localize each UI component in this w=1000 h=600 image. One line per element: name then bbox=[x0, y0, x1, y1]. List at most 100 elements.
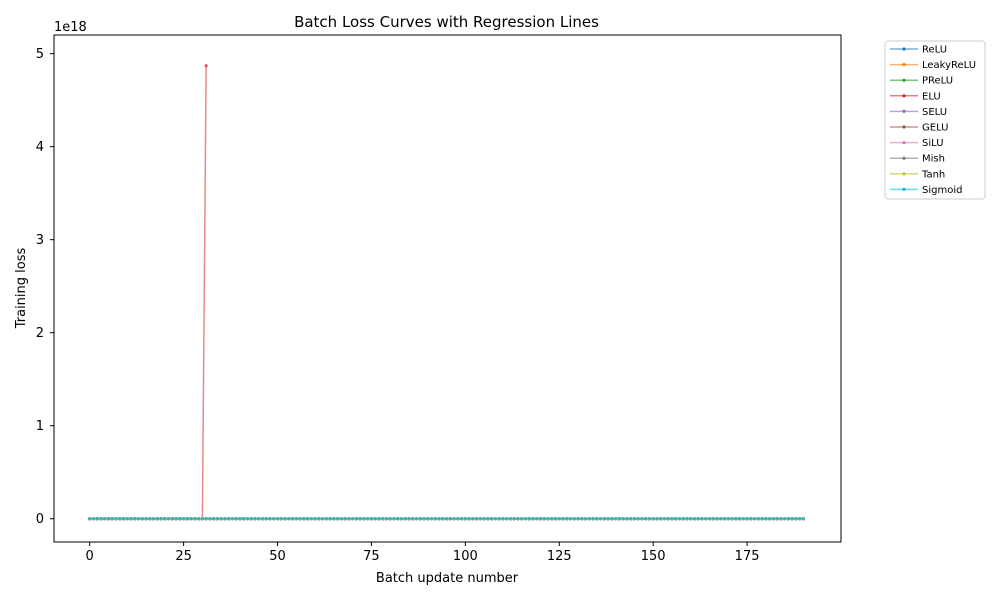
data-point bbox=[553, 517, 558, 521]
data-point bbox=[617, 517, 621, 521]
data-point bbox=[640, 517, 644, 521]
data-point bbox=[711, 517, 715, 521]
x-tick-label: 75 bbox=[363, 549, 380, 564]
data-point bbox=[351, 517, 355, 521]
y-axis-title: Training loss bbox=[14, 248, 29, 330]
data-point bbox=[283, 517, 287, 521]
data-point bbox=[737, 517, 742, 521]
data-point bbox=[339, 517, 343, 521]
data-point bbox=[610, 517, 614, 521]
legend-item-gelu: GELU bbox=[890, 123, 948, 134]
data-point bbox=[629, 517, 633, 521]
data-point bbox=[647, 517, 652, 521]
data-point bbox=[227, 517, 231, 521]
data-point bbox=[347, 517, 351, 521]
data-point bbox=[719, 517, 723, 521]
data-point bbox=[587, 517, 591, 521]
data-point bbox=[561, 517, 565, 521]
data-point bbox=[403, 517, 407, 521]
legend-marker bbox=[902, 47, 906, 51]
y-offset-text: 1e18 bbox=[54, 20, 87, 35]
data-point bbox=[212, 517, 216, 521]
data-point bbox=[369, 517, 374, 521]
data-point bbox=[606, 517, 610, 521]
data-point bbox=[118, 517, 122, 521]
data-point bbox=[193, 517, 197, 521]
data-point bbox=[625, 517, 629, 521]
data-point bbox=[463, 517, 467, 521]
data-point bbox=[516, 517, 520, 521]
data-point bbox=[591, 517, 595, 521]
x-tick-label: 125 bbox=[547, 549, 572, 564]
data-point bbox=[448, 517, 452, 521]
data-point bbox=[538, 517, 543, 521]
legend-label: SELU bbox=[922, 107, 947, 118]
data-point bbox=[715, 517, 719, 521]
chart-title: Batch Loss Curves with Regression Lines bbox=[294, 13, 599, 31]
data-point bbox=[362, 517, 366, 521]
data-point bbox=[557, 517, 561, 521]
data-point bbox=[429, 517, 434, 521]
data-point bbox=[734, 517, 738, 521]
x-tick-label: 25 bbox=[175, 549, 192, 564]
y-tick-label: 4 bbox=[36, 140, 44, 155]
data-point bbox=[125, 517, 129, 521]
data-point bbox=[151, 517, 156, 521]
data-point bbox=[535, 517, 539, 521]
legend-item-tanh: Tanh bbox=[890, 169, 945, 180]
data-point bbox=[572, 517, 576, 521]
data-point bbox=[106, 517, 111, 521]
data-point bbox=[170, 517, 174, 521]
data-point bbox=[275, 517, 280, 521]
data-point bbox=[343, 517, 347, 521]
plot-frame bbox=[53, 34, 842, 543]
legend-marker bbox=[902, 172, 906, 176]
data-point bbox=[377, 517, 381, 521]
data-point bbox=[595, 517, 599, 521]
data-point bbox=[159, 517, 163, 521]
data-point bbox=[336, 517, 340, 521]
data-point bbox=[182, 517, 186, 521]
data-point bbox=[651, 517, 655, 521]
data-point bbox=[238, 517, 242, 521]
data-point bbox=[523, 517, 528, 521]
data-point bbox=[490, 517, 494, 521]
data-point bbox=[95, 517, 99, 521]
legend-item-prelu: PReLU bbox=[890, 76, 953, 87]
y-tick-label: 3 bbox=[36, 233, 44, 248]
data-point bbox=[602, 517, 606, 521]
data-point bbox=[99, 517, 103, 521]
x-tick-label: 100 bbox=[453, 549, 478, 564]
legend-label: Mish bbox=[922, 154, 945, 165]
data-point bbox=[91, 517, 96, 521]
data-point bbox=[148, 517, 152, 521]
data-point bbox=[704, 517, 708, 521]
data-point bbox=[482, 517, 486, 521]
data-point bbox=[580, 517, 584, 521]
data-point bbox=[722, 517, 727, 521]
data-point bbox=[313, 517, 317, 521]
data-point bbox=[245, 517, 250, 521]
data-point bbox=[230, 517, 235, 521]
legend-item-elu: ELU bbox=[890, 91, 941, 102]
data-point bbox=[696, 517, 700, 521]
data-point bbox=[786, 517, 791, 521]
x-tick-label: 0 bbox=[86, 549, 94, 564]
data-point bbox=[501, 517, 505, 521]
data-point bbox=[392, 517, 396, 521]
data-point bbox=[685, 517, 689, 521]
data-point bbox=[621, 517, 625, 521]
data-point bbox=[471, 517, 475, 521]
data-point bbox=[204, 64, 208, 68]
data-point bbox=[659, 517, 663, 521]
data-point bbox=[381, 517, 385, 521]
legend-label: GELU bbox=[922, 123, 948, 134]
y-axis-ticks: 0 1 2 3 4 5 bbox=[36, 47, 54, 527]
legend-label: SiLU bbox=[922, 138, 944, 149]
x-axis-ticks: 0 25 50 75 100 125 150 175 bbox=[86, 542, 760, 564]
data-point bbox=[456, 517, 460, 521]
data-point bbox=[753, 517, 757, 521]
legend-marker bbox=[902, 187, 906, 191]
data-point bbox=[133, 517, 137, 521]
